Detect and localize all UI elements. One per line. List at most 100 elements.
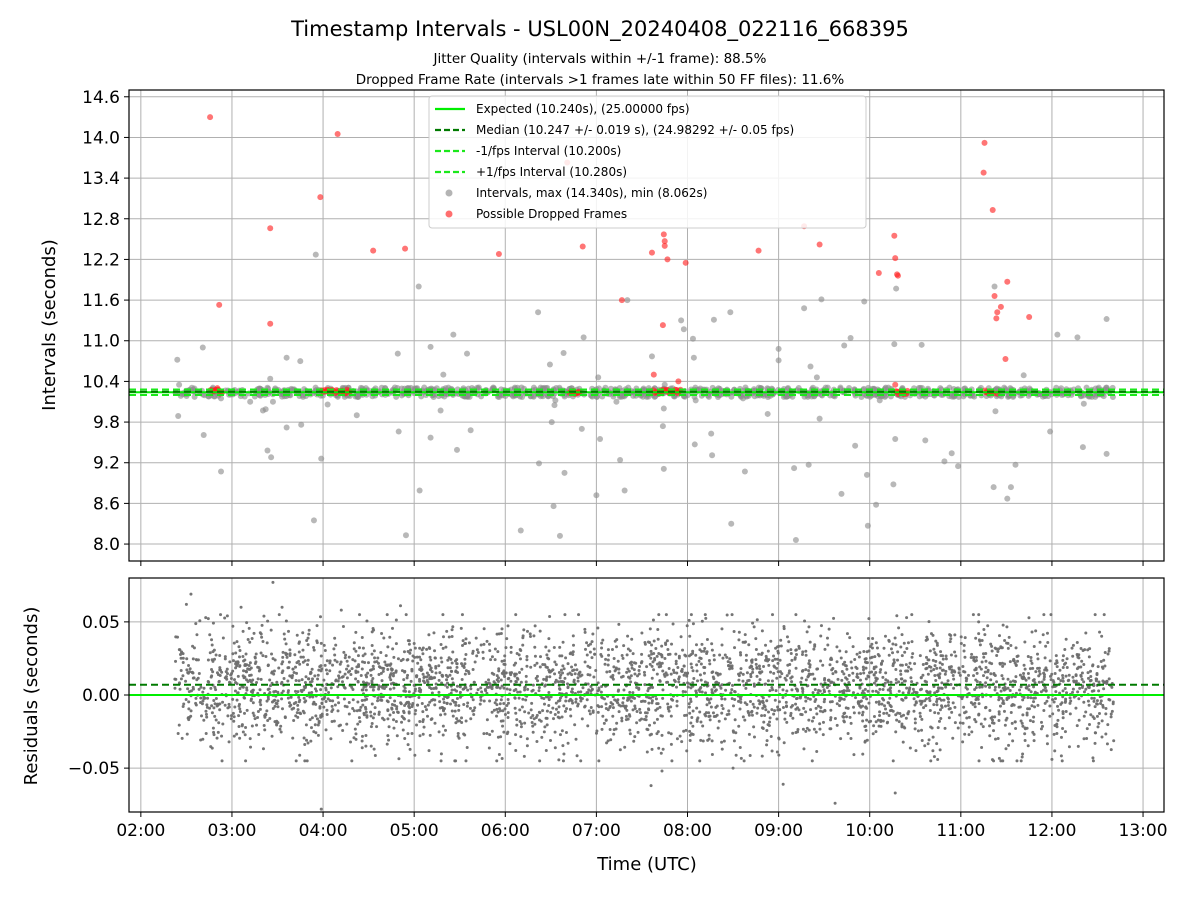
residual-point: [212, 699, 216, 703]
residual-point: [479, 643, 483, 647]
residual-point: [892, 658, 896, 662]
residual-point: [345, 659, 349, 663]
residual-point: [1028, 667, 1032, 671]
residual-point: [275, 702, 279, 706]
residual-point: [418, 720, 422, 724]
residual-point: [320, 697, 324, 701]
dropped-frame-point: [317, 194, 324, 201]
residual-point: [551, 717, 555, 721]
residual-point: [1089, 675, 1093, 679]
residual-point: [708, 662, 712, 666]
residual-point: [730, 666, 734, 670]
dropped-frame-point: [1004, 278, 1011, 285]
residual-point: [1060, 759, 1064, 763]
residual-point: [628, 728, 632, 732]
residual-point: [533, 645, 537, 649]
residual-point: [660, 644, 664, 648]
residual-point: [549, 695, 553, 699]
residual-point: [177, 681, 181, 685]
residual-point: [496, 676, 500, 680]
interval-point: [298, 421, 305, 428]
residual-point: [702, 649, 706, 653]
residual-point: [632, 668, 636, 672]
residual-point: [196, 658, 200, 662]
residual-point: [428, 700, 432, 704]
residual-point: [1103, 651, 1107, 655]
residual-point: [878, 687, 882, 691]
residual-point: [557, 671, 561, 675]
residual-point: [749, 675, 753, 679]
residual-point: [558, 654, 562, 658]
residual-point: [1061, 676, 1065, 680]
residual-point: [626, 647, 630, 651]
residual-point: [807, 625, 811, 629]
residual-point: [710, 642, 714, 646]
residual-point: [501, 719, 505, 723]
residual-point: [777, 753, 781, 757]
residual-point: [232, 678, 236, 682]
residual-point: [564, 731, 568, 735]
residual-point: [959, 642, 963, 646]
residual-point: [1106, 723, 1110, 727]
dropped-frame-point: [216, 301, 223, 308]
residual-point: [1082, 690, 1086, 694]
residual-point: [976, 697, 980, 701]
residual-point: [386, 717, 390, 721]
residual-point: [238, 664, 242, 668]
residual-point: [882, 711, 886, 715]
residual-point: [776, 661, 780, 665]
residual-point: [748, 754, 752, 758]
residual-point: [407, 642, 411, 646]
residual-point: [961, 740, 965, 744]
residual-point: [519, 680, 523, 684]
residual-point: [304, 699, 308, 703]
residual-point: [583, 660, 587, 664]
residual-point: [446, 695, 450, 699]
residual-point: [226, 714, 230, 718]
residual-point: [595, 729, 599, 733]
residual-point: [393, 703, 397, 707]
residual-point: [997, 710, 1001, 714]
dropped-frame-point: [891, 232, 898, 239]
residual-point: [791, 716, 795, 720]
residual-point: [983, 633, 987, 637]
residual-point: [808, 697, 812, 701]
residual-point: [208, 633, 212, 637]
residual-point: [940, 704, 944, 708]
residual-point: [963, 711, 967, 715]
residual-point: [376, 699, 380, 703]
residual-point: [296, 708, 300, 712]
residual-point: [911, 652, 915, 656]
residual-point: [899, 645, 903, 649]
interval-point: [597, 436, 604, 443]
residual-point: [872, 715, 876, 719]
residual-point: [1090, 696, 1094, 700]
residual-point: [839, 696, 843, 700]
residual-point: [659, 714, 663, 718]
residual-point: [1103, 664, 1107, 668]
residual-point: [1097, 680, 1101, 684]
residual-point: [902, 725, 906, 729]
residual-point: [755, 618, 759, 622]
residual-point: [614, 666, 618, 670]
residual-point: [818, 689, 822, 693]
residual-point: [957, 671, 961, 675]
residual-point: [754, 648, 758, 652]
residual-point: [747, 732, 751, 736]
dropped-frame-point: [660, 231, 667, 238]
residual-point: [484, 689, 488, 693]
residual-point: [262, 723, 266, 727]
residual-point: [531, 713, 535, 717]
residual-point: [442, 697, 446, 701]
residual-point: [564, 695, 568, 699]
residual-point: [1039, 690, 1043, 694]
residual-point: [339, 660, 343, 664]
residual-point: [181, 661, 185, 665]
axes-frame: [128, 89, 1165, 562]
interval-point: [863, 471, 870, 478]
residual-point: [273, 658, 277, 662]
residual-point: [371, 676, 375, 680]
residual-point: [312, 648, 316, 652]
residual-point: [1105, 679, 1109, 683]
